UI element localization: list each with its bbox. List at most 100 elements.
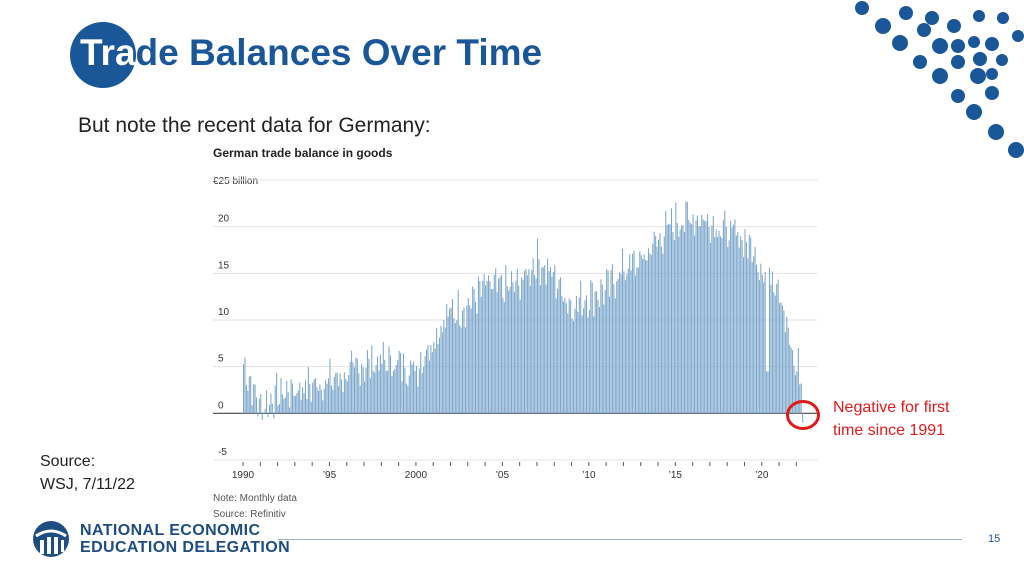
- bar-month-334: [724, 210, 726, 414]
- bar-month-275: [639, 251, 641, 414]
- bar-month-123: [420, 351, 422, 414]
- bar-month-2: [245, 385, 247, 414]
- bar-month-85: [365, 367, 367, 414]
- bar-month-177: [498, 278, 500, 414]
- bar-month-35: [293, 395, 295, 414]
- bar-month-151: [460, 327, 462, 414]
- bar-month-291: [662, 253, 664, 414]
- bar-month-358: [758, 280, 760, 414]
- bar-month-36: [294, 395, 296, 414]
- decorative-dot-4: [973, 10, 985, 22]
- chart-bars: [243, 201, 804, 423]
- bar-month-345: [740, 236, 742, 414]
- bar-month-205: [538, 259, 540, 414]
- bar-month-288: [658, 239, 660, 414]
- bar-month-249: [601, 284, 603, 414]
- slide-title-rest: de Balances Over Time: [135, 32, 543, 73]
- bar-month-224: [565, 303, 567, 414]
- chart-source: Source: Refinitiv: [213, 509, 286, 520]
- bar-month-241: [590, 280, 592, 414]
- bar-month-317: [699, 226, 701, 414]
- decorative-dots: [855, 1, 1024, 158]
- bar-month-301: [676, 222, 678, 414]
- bar-month-114: [407, 385, 409, 414]
- bar-month-328: [715, 229, 717, 414]
- bar-month-132: [433, 342, 435, 414]
- bar-month-161: [475, 302, 477, 414]
- bar-month-215: [552, 272, 554, 414]
- chart-title: German trade balance in goods: [213, 146, 393, 160]
- bar-month-212: [548, 271, 550, 414]
- bar-month-159: [472, 286, 474, 414]
- bar-month-280: [646, 260, 648, 414]
- bar-month-322: [707, 214, 709, 414]
- bar-month-109: [400, 352, 402, 414]
- bar-month-377: [786, 316, 788, 414]
- bar-month-259: [616, 281, 618, 414]
- bar-month-12: [260, 394, 262, 414]
- bar-month-297: [670, 208, 673, 414]
- bar-month-195: [524, 270, 526, 414]
- bar-month-94: [378, 370, 380, 414]
- title-circle-accent: [70, 22, 136, 88]
- bar-month-336: [727, 247, 729, 414]
- decorative-dot-14: [913, 55, 927, 69]
- bar-month-379: [789, 344, 791, 414]
- x-tick-label-2020: ’20: [755, 470, 769, 481]
- bar-month-124: [421, 372, 423, 414]
- bar-month-238: [585, 295, 587, 414]
- bar-month-234: [580, 280, 582, 414]
- bar-month-23: [276, 372, 278, 414]
- bar-month-65: [336, 372, 338, 414]
- bar-month-66: [338, 386, 340, 414]
- bar-month-49: [313, 379, 315, 414]
- bar-month-344: [738, 247, 740, 414]
- bar-month-73: [348, 375, 350, 414]
- bar-month-90: [372, 370, 374, 414]
- bar-month-207: [541, 267, 543, 414]
- bar-month-254: [609, 296, 611, 414]
- bar-month-253: [607, 270, 609, 414]
- bar-month-71: [345, 379, 347, 414]
- slide-title: Trade Balances Over Time: [80, 32, 542, 74]
- bar-month-75: [351, 350, 353, 414]
- bar-month-92: [375, 364, 377, 414]
- decorative-dot-17: [996, 54, 1008, 66]
- x-tick-label-2010: ’10: [582, 470, 596, 481]
- bar-month-214: [551, 276, 553, 414]
- bar-month-158: [470, 308, 472, 414]
- decorative-dot-6: [875, 18, 891, 34]
- bar-month-170: [487, 275, 490, 414]
- bar-month-255: [610, 270, 612, 414]
- bar-month-272: [634, 275, 636, 414]
- bar-month-333: [722, 219, 724, 414]
- bar-month-219: [558, 279, 560, 414]
- bar-month-181: [503, 301, 505, 414]
- decorative-dot-11: [985, 37, 999, 51]
- bar-month-37: [296, 393, 298, 414]
- bar-month-186: [511, 271, 513, 414]
- bar-month-386: [799, 384, 801, 414]
- bar-month-294: [666, 224, 668, 414]
- bar-month-112: [404, 367, 406, 414]
- bar-month-360: [761, 274, 763, 414]
- bar-month-387: [800, 383, 802, 414]
- chart-note: Note: Monthly data: [213, 493, 297, 504]
- bar-month-323: [708, 226, 710, 414]
- bar-month-185: [509, 287, 511, 414]
- bar-month-30: [286, 380, 288, 414]
- bar-month-48: [312, 382, 314, 414]
- bar-month-41: [302, 387, 304, 414]
- bar-month-261: [619, 271, 621, 414]
- bar-month-227: [570, 300, 572, 414]
- bar-month-166: [482, 280, 484, 414]
- bar-month-67: [339, 373, 341, 414]
- bar-month-44: [306, 398, 308, 414]
- bar-month-223: [564, 297, 566, 414]
- bar-month-3: [247, 390, 249, 414]
- bar-month-31: [287, 392, 289, 414]
- decorative-dot-7: [917, 23, 931, 37]
- bar-month-303: [679, 229, 681, 414]
- bar-month-222: [562, 301, 564, 414]
- bar-month-120: [415, 365, 417, 414]
